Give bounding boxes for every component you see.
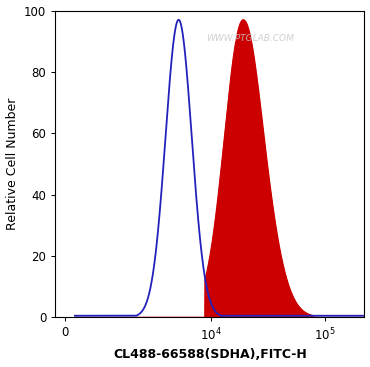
Y-axis label: Relative Cell Number: Relative Cell Number [6, 98, 18, 230]
X-axis label: CL488-66588(SDHA),FITC-H: CL488-66588(SDHA),FITC-H [113, 348, 307, 361]
Text: WWW.PTGLAB.COM: WWW.PTGLAB.COM [206, 34, 294, 43]
